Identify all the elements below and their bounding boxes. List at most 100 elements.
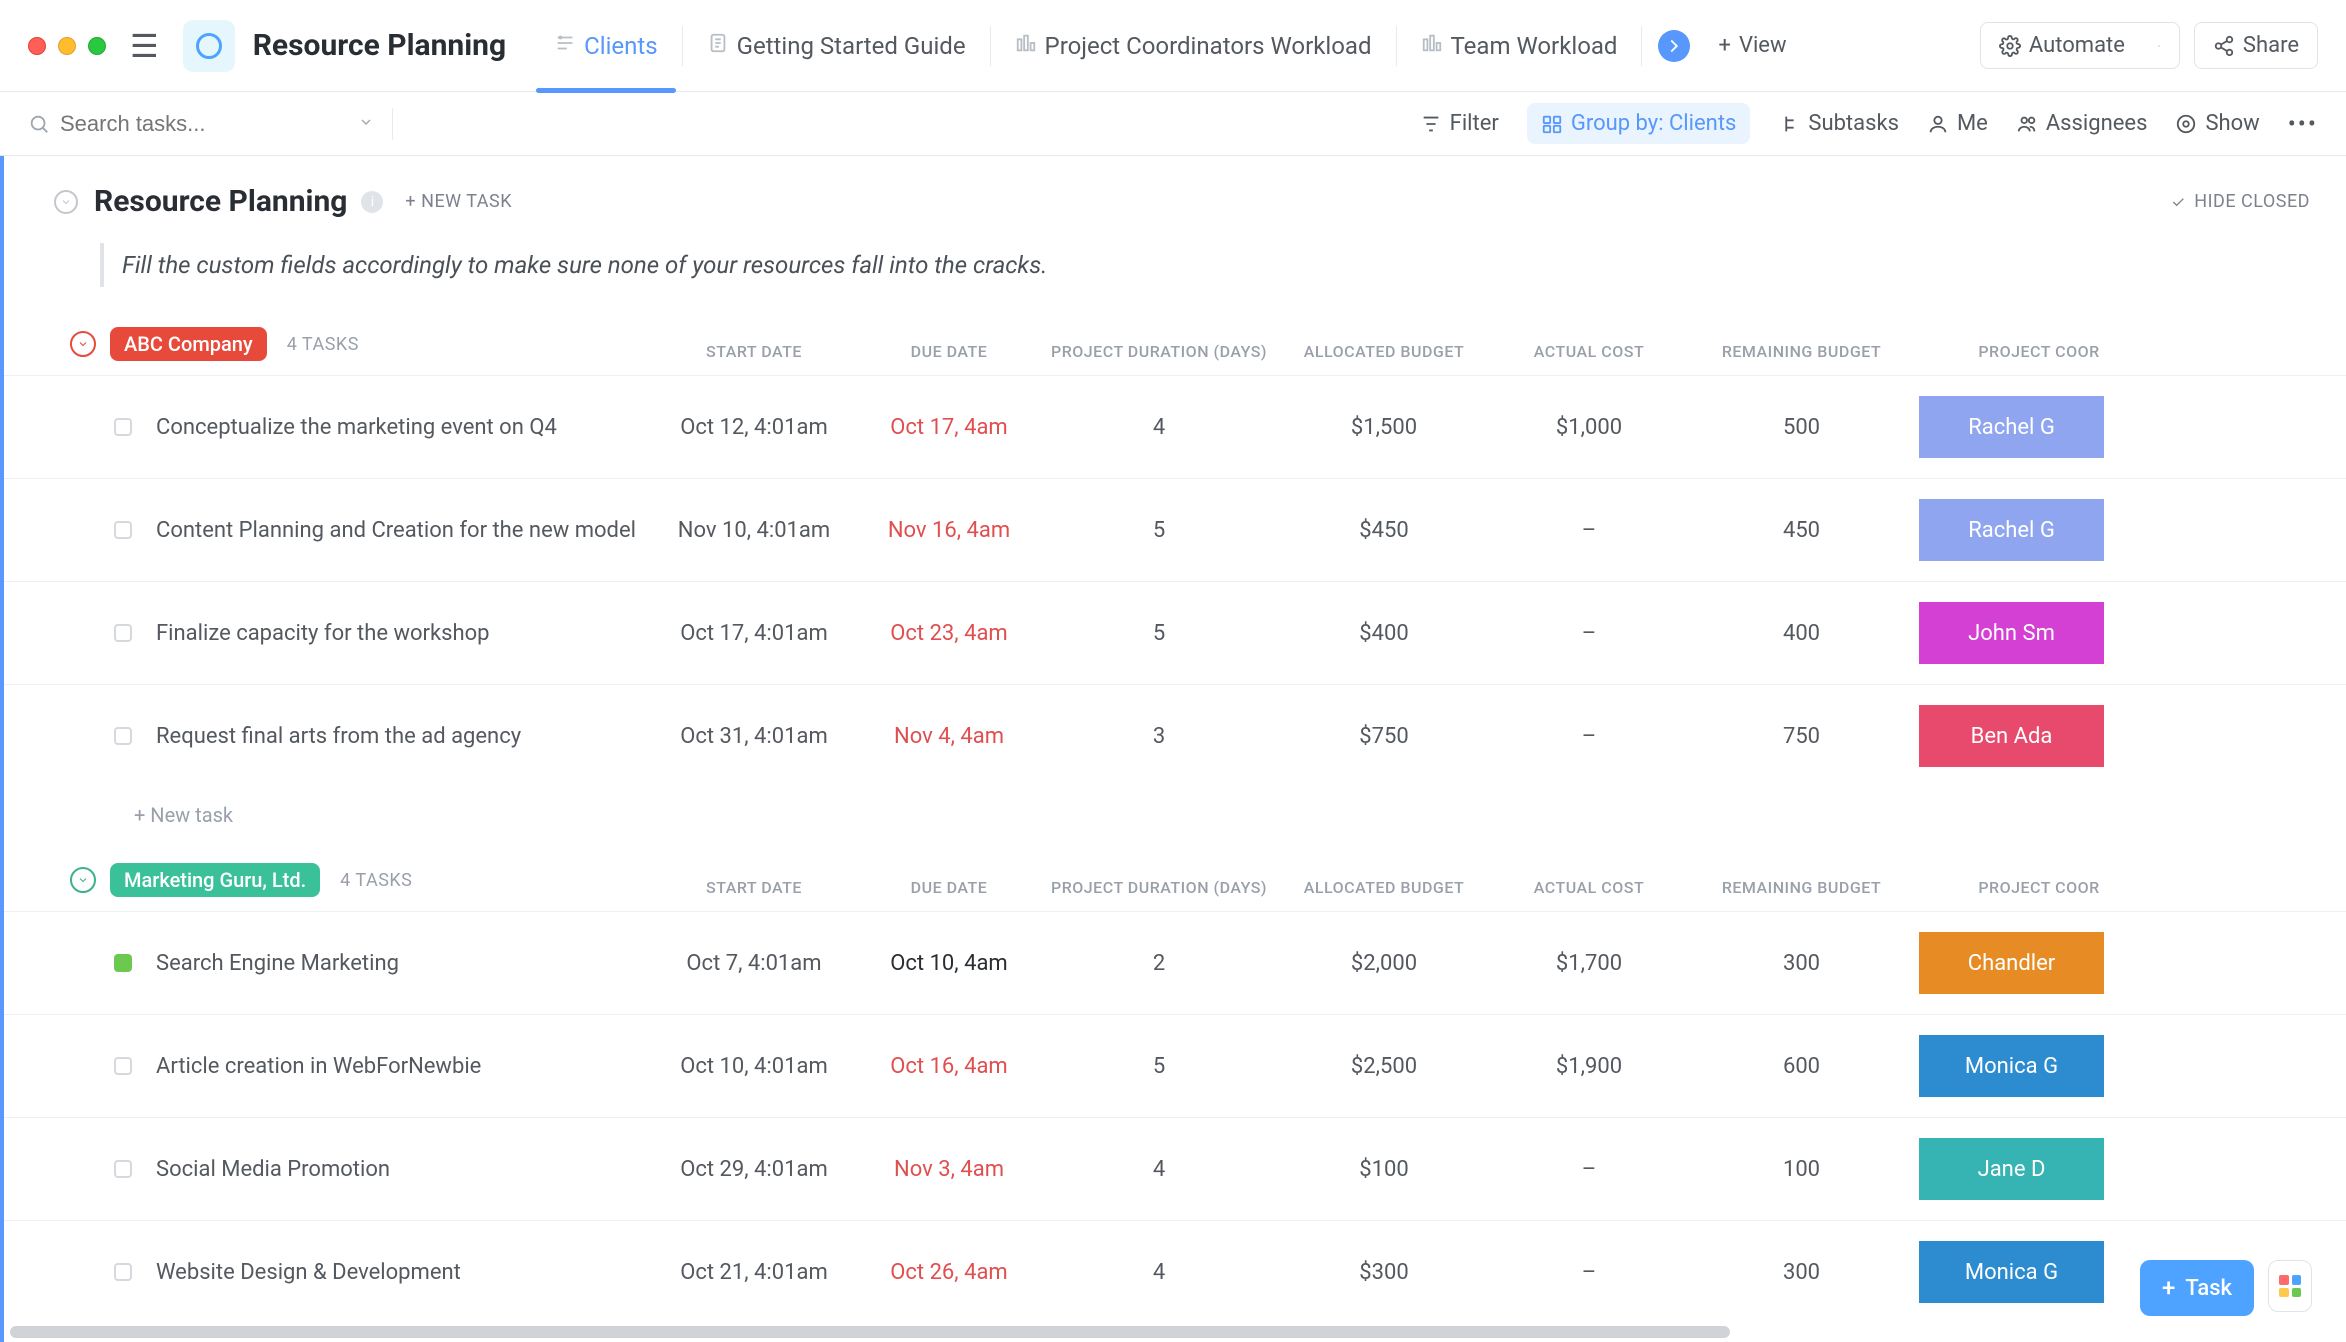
app-icon[interactable] (183, 20, 235, 72)
search-dropdown-icon[interactable] (358, 111, 374, 136)
status-checkbox[interactable] (114, 727, 132, 745)
scrollbar-thumb[interactable] (10, 1326, 1730, 1338)
actual-cell[interactable]: – (1494, 621, 1684, 646)
coordinator-cell[interactable]: Rachel G (1919, 396, 2104, 458)
allocated-cell[interactable]: $300 (1274, 1260, 1494, 1285)
table-row[interactable]: Website Design & DevelopmentOct 21, 4:01… (4, 1220, 2346, 1323)
coordinator-cell[interactable]: Chandler (1919, 932, 2104, 994)
table-row[interactable]: Finalize capacity for the workshopOct 17… (4, 581, 2346, 684)
due-date-cell[interactable]: Oct 23, 4am (854, 621, 1044, 646)
task-name[interactable]: Finalize capacity for the workshop (156, 621, 654, 646)
actual-cell[interactable]: – (1494, 518, 1684, 543)
start-date-cell[interactable]: Nov 10, 4:01am (654, 518, 854, 543)
coordinator-cell[interactable]: Monica G (1919, 1241, 2104, 1303)
allocated-cell[interactable]: $1,500 (1274, 415, 1494, 440)
col-remaining[interactable]: REMAINING BUDGET (1684, 342, 1919, 361)
duration-cell[interactable]: 5 (1044, 1054, 1274, 1079)
close-window-icon[interactable] (28, 37, 46, 55)
col-allocated[interactable]: ALLOCATED BUDGET (1274, 878, 1494, 897)
col-duration[interactable]: PROJECT DURATION (DAYS) (1044, 878, 1274, 897)
tab-getting-started-guide[interactable]: Getting Started Guide (689, 15, 984, 77)
col-due[interactable]: DUE DATE (854, 342, 1044, 361)
status-checkbox[interactable] (114, 1263, 132, 1281)
start-date-cell[interactable]: Oct 7, 4:01am (654, 951, 854, 976)
duration-cell[interactable]: 4 (1044, 1157, 1274, 1182)
remaining-cell[interactable]: 600 (1684, 1054, 1919, 1079)
tab-project-coordinators-workload[interactable]: Project Coordinators Workload (997, 15, 1390, 77)
search-input[interactable] (60, 111, 320, 137)
col-allocated[interactable]: ALLOCATED BUDGET (1274, 342, 1494, 361)
status-checkbox[interactable] (114, 954, 132, 972)
tab-clients[interactable]: Clients (536, 15, 676, 77)
task-name[interactable]: Social Media Promotion (156, 1157, 654, 1182)
minimize-window-icon[interactable] (58, 37, 76, 55)
coordinator-cell[interactable]: Rachel G (1919, 499, 2104, 561)
start-date-cell[interactable]: Oct 21, 4:01am (654, 1260, 854, 1285)
horizontal-scrollbar[interactable] (4, 1322, 2346, 1342)
more-views-icon[interactable] (1658, 30, 1690, 62)
col-duration[interactable]: PROJECT DURATION (DAYS) (1044, 342, 1274, 361)
table-row[interactable]: Search Engine MarketingOct 7, 4:01amOct … (4, 911, 2346, 1014)
task-name[interactable]: Request final arts from the ad agency (156, 724, 654, 749)
hide-closed-button[interactable]: HIDE CLOSED (2170, 191, 2310, 212)
remaining-cell[interactable]: 300 (1684, 951, 1919, 976)
start-date-cell[interactable]: Oct 17, 4:01am (654, 621, 854, 646)
status-checkbox[interactable] (114, 624, 132, 642)
allocated-cell[interactable]: $450 (1274, 518, 1494, 543)
group-badge[interactable]: Marketing Guru, Ltd. (110, 863, 320, 897)
more-menu-icon[interactable]: ••• (2288, 110, 2318, 138)
table-row[interactable]: Article creation in WebForNewbieOct 10, … (4, 1014, 2346, 1117)
col-actual[interactable]: ACTUAL COST (1494, 342, 1684, 361)
duration-cell[interactable]: 4 (1044, 415, 1274, 440)
allocated-cell[interactable]: $100 (1274, 1157, 1494, 1182)
due-date-cell[interactable]: Nov 3, 4am (854, 1157, 1044, 1182)
remaining-cell[interactable]: 400 (1684, 621, 1919, 646)
status-checkbox[interactable] (114, 1057, 132, 1075)
coordinator-cell[interactable]: Jane D (1919, 1138, 2104, 1200)
col-coordinator[interactable]: PROJECT COOR (1919, 342, 2159, 361)
automate-button[interactable]: Automate (1981, 23, 2139, 68)
col-due[interactable]: DUE DATE (854, 878, 1044, 897)
remaining-cell[interactable]: 450 (1684, 518, 1919, 543)
duration-cell[interactable]: 4 (1044, 1260, 1274, 1285)
menu-icon[interactable]: ☰ (130, 27, 159, 65)
actual-cell[interactable]: $1,000 (1494, 415, 1684, 440)
assignees-button[interactable]: Assignees (2016, 111, 2148, 136)
start-date-cell[interactable]: Oct 31, 4:01am (654, 724, 854, 749)
col-coordinator[interactable]: PROJECT COOR (1919, 878, 2159, 897)
status-checkbox[interactable] (114, 521, 132, 539)
info-icon[interactable]: i (361, 191, 383, 213)
table-row[interactable]: Conceptualize the marketing event on Q4O… (4, 375, 2346, 478)
actual-cell[interactable]: – (1494, 724, 1684, 749)
new-task-inline-button[interactable]: + New task (4, 787, 2346, 827)
actual-cell[interactable]: $1,900 (1494, 1054, 1684, 1079)
actual-cell[interactable]: – (1494, 1157, 1684, 1182)
due-date-cell[interactable]: Nov 16, 4am (854, 518, 1044, 543)
duration-cell[interactable]: 3 (1044, 724, 1274, 749)
task-name[interactable]: Article creation in WebForNewbie (156, 1054, 654, 1079)
status-checkbox[interactable] (114, 1160, 132, 1178)
allocated-cell[interactable]: $750 (1274, 724, 1494, 749)
subtasks-button[interactable]: Subtasks (1778, 111, 1899, 136)
task-name[interactable]: Content Planning and Creation for the ne… (156, 518, 654, 543)
share-button[interactable]: Share (2194, 22, 2318, 69)
remaining-cell[interactable]: 100 (1684, 1157, 1919, 1182)
show-button[interactable]: Show (2175, 111, 2259, 136)
duration-cell[interactable]: 5 (1044, 518, 1274, 543)
table-row[interactable]: Request final arts from the ad agencyOct… (4, 684, 2346, 787)
filter-button[interactable]: Filter (1420, 111, 1499, 136)
duration-cell[interactable]: 5 (1044, 621, 1274, 646)
me-button[interactable]: Me (1927, 111, 1988, 136)
coordinator-cell[interactable]: Ben Ada (1919, 705, 2104, 767)
new-task-fab[interactable]: + Task (2140, 1260, 2254, 1316)
automate-dropdown[interactable] (2139, 23, 2179, 68)
allocated-cell[interactable]: $2,500 (1274, 1054, 1494, 1079)
allocated-cell[interactable]: $2,000 (1274, 951, 1494, 976)
due-date-cell[interactable]: Nov 4, 4am (854, 724, 1044, 749)
tab-team-workload[interactable]: Team Workload (1403, 15, 1636, 77)
collapse-all-icon[interactable] (54, 190, 78, 214)
due-date-cell[interactable]: Oct 17, 4am (854, 415, 1044, 440)
task-name[interactable]: Search Engine Marketing (156, 951, 654, 976)
col-start[interactable]: START DATE (654, 342, 854, 361)
due-date-cell[interactable]: Oct 10, 4am (854, 951, 1044, 976)
